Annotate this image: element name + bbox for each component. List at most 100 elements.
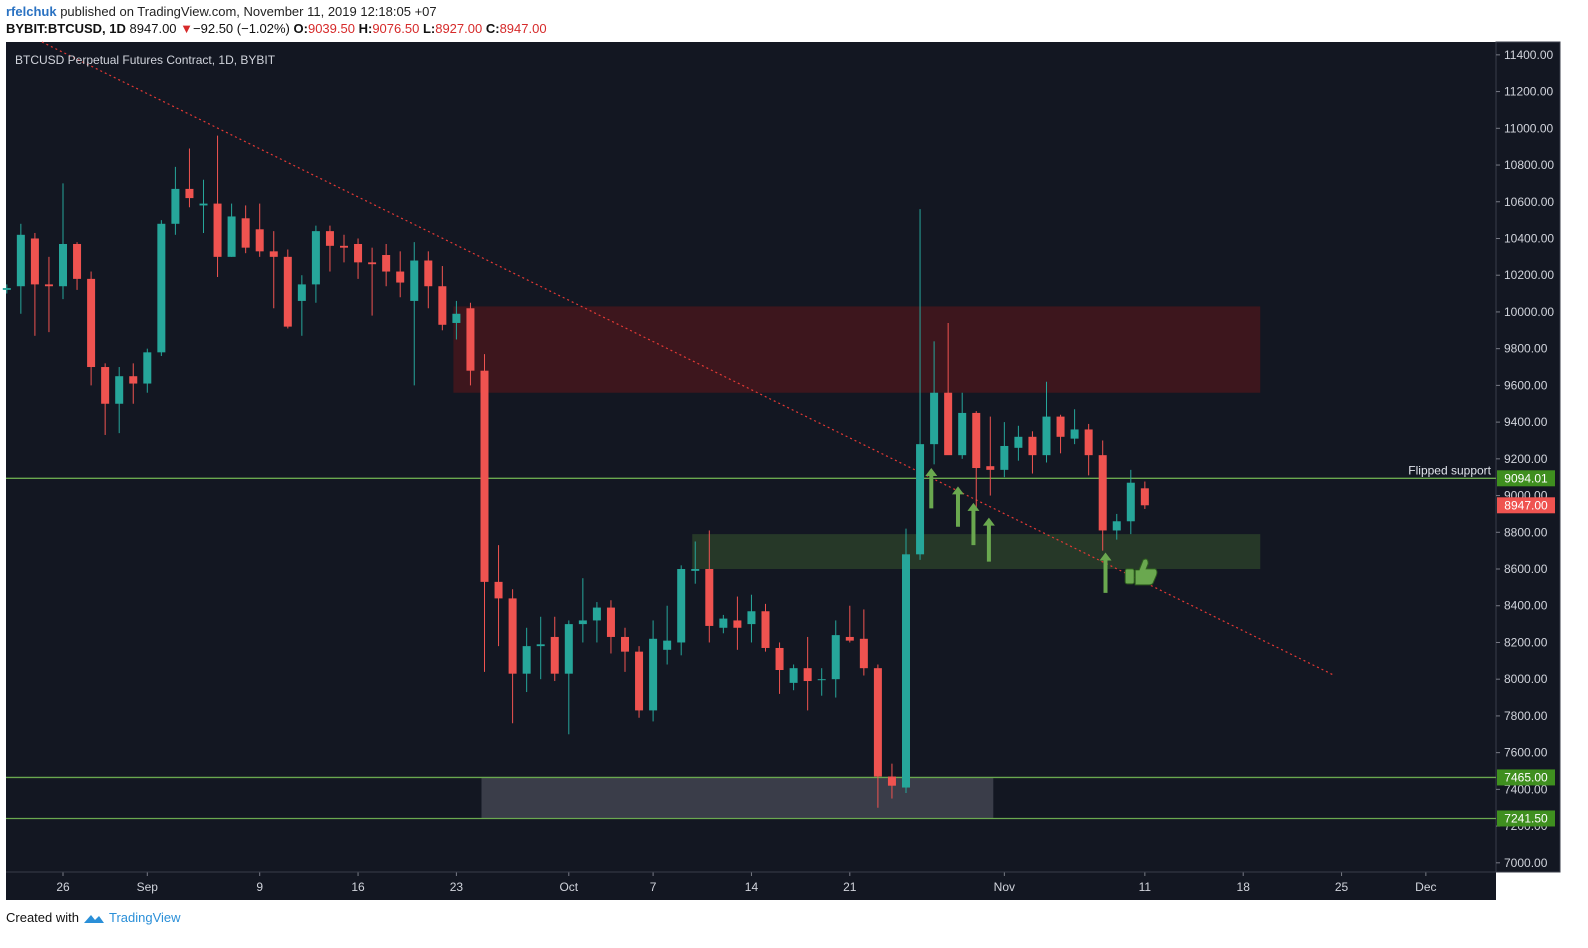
candle-body [508,598,517,674]
candle-body [536,644,545,647]
candle-body [775,647,784,671]
candle-body [410,260,419,301]
candle [494,545,503,647]
candle [873,664,882,808]
candle [185,148,194,208]
candle [803,636,812,711]
author-link[interactable]: rfelchuk [6,4,57,19]
y-tick-label: 9600.00 [1504,378,1548,392]
candle-body [354,243,363,263]
level-price-label-bg [1497,470,1555,487]
up-arrow-icon [1099,552,1112,593]
candle-body [649,638,658,711]
candle-body [16,234,25,287]
candle-body [1000,445,1009,470]
x-tick-label: 23 [450,880,464,894]
high-value: 9076.50 [372,21,420,36]
candle-body [859,638,868,669]
candle [775,642,784,694]
candle [1084,423,1093,476]
published-text: published on TradingView.com, November 1… [60,4,437,19]
close-label: C: [485,21,500,36]
candle [241,205,250,254]
y-tick-label: 11200.00 [1504,85,1553,99]
low-label: L: [422,21,436,36]
candle [255,203,264,257]
candle [1014,425,1023,461]
price-change: −92.50 (−1.02%) [193,21,290,36]
candle [424,251,433,309]
candle [283,249,292,329]
candle-body [691,569,700,571]
candle-body [719,618,728,628]
candle-body [1056,416,1065,437]
y-tick-label: 7400.00 [1504,782,1548,796]
price-axis[interactable] [1495,41,1561,873]
y-tick-label: 11400.00 [1504,48,1553,62]
thumbs-up-icon [1124,558,1158,586]
up-arrow-icon [925,468,938,509]
candle-body [157,223,166,353]
candle-body [452,313,461,323]
candle [649,620,658,722]
x-tick-label: 18 [1237,880,1251,894]
level-price-label-bg [1497,810,1555,827]
footer: Created with TradingView [6,910,181,925]
candle [1000,422,1009,478]
candle-body [592,607,601,621]
candle [592,602,601,643]
candle [143,348,152,393]
candle-body [972,412,981,469]
candle-body [466,308,475,371]
close-value: 8947.00 [499,21,547,36]
candle-body [59,243,67,287]
candle-body [1014,436,1023,448]
candle-body [396,271,405,283]
tradingview-logo-icon [83,914,104,923]
candle-body [1098,455,1107,531]
publish-info: rfelchuk published on TradingView.com, N… [6,4,437,19]
time-axis[interactable] [6,872,1496,900]
candle-body [845,636,854,641]
candle-body [887,776,896,786]
y-tick-label: 8800.00 [1504,525,1548,539]
candle-body [115,376,124,404]
candle [536,616,545,680]
candle-body [101,367,110,404]
y-tick-label: 9200.00 [1504,452,1548,466]
candle-body [1112,521,1121,531]
last-price-label: 8947.00 [1504,498,1548,512]
candle-body [255,229,264,252]
low-value: 8927.00 [435,21,483,36]
candle-body [269,251,278,257]
candle [16,223,25,314]
candle [227,203,236,257]
up-arrow-icon [982,517,995,562]
candle-body [311,231,320,285]
candle [1112,513,1121,540]
candle [199,179,208,233]
candle-body [916,444,925,555]
candle-body [606,607,615,637]
level-price-label: 9094.01 [1504,471,1548,485]
chart-title: BTCUSD Perpetual Futures Contract, 1D, B… [15,53,276,67]
candle [831,620,840,698]
candle [59,183,67,300]
x-tick-label: 16 [351,880,365,894]
candle [621,627,629,672]
symbol-label[interactable]: BYBIT:BTCUSD, 1D [6,21,126,36]
x-tick-label: 21 [843,880,857,894]
candle-body [522,646,531,674]
candle [691,541,700,584]
candle [171,166,180,235]
candle [396,251,405,298]
candle [663,605,672,665]
x-tick-label: 25 [1335,880,1349,894]
y-tick-label: 8200.00 [1504,635,1548,649]
candle-body [677,569,686,643]
tradingview-link[interactable]: TradingView [108,910,181,925]
candle-body [1126,482,1135,522]
up-arrow-icon [951,486,964,527]
candle [972,411,981,511]
